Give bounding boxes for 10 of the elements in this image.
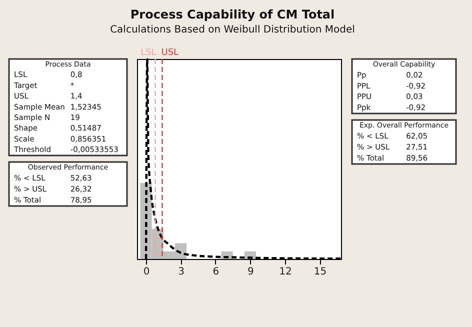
x-tick-label: 12 <box>279 266 292 278</box>
x-tick-label: 0 <box>143 266 150 278</box>
chart-title: Process Capability of CM Total <box>130 8 335 22</box>
ref-line-label: USL <box>161 48 179 58</box>
x-tick-label: 3 <box>178 266 184 278</box>
chart-subtitle: Calculations Based on Weibull Distribution Model <box>110 24 355 36</box>
x-tick-label: 9 <box>248 266 254 278</box>
x-tick-label: 6 <box>212 266 220 278</box>
ref-line-label: LSL <box>140 48 156 58</box>
x-tick-label: 15 <box>314 266 327 278</box>
